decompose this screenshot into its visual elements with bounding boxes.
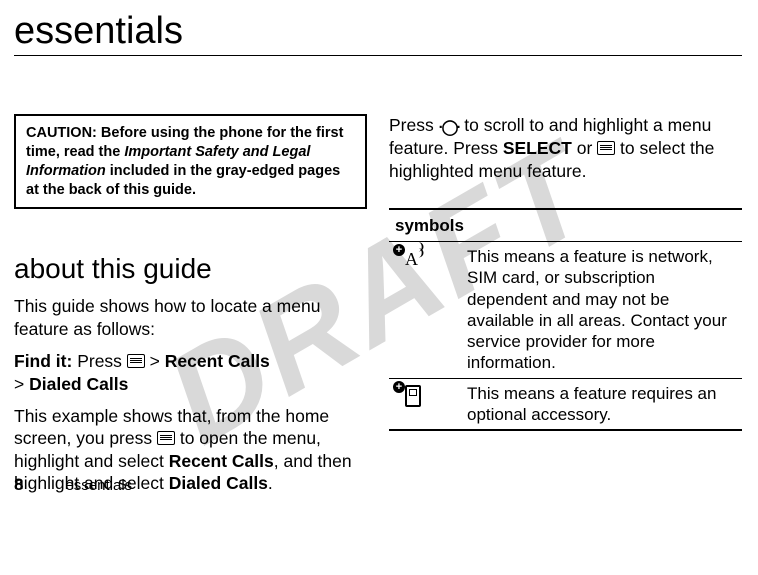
optional-accessory-icon: + [395,383,425,407]
symbols-header-row: symbols [389,209,742,242]
find-it-line: Find it: Press > Recent Calls> Dialed Ca… [14,350,367,395]
find-it-press: Press [77,351,127,371]
accessory-icon-cell: + [389,378,461,430]
find-it-gt2: > [14,374,29,394]
network-desc: This means a feature is network, SIM car… [461,242,742,379]
symbols-header: symbols [389,209,742,242]
left-column: CAUTION: Before using the phone for the … [14,114,367,505]
page-number: 8 [14,475,23,494]
footer-label: essentials [65,477,132,494]
select-key-label: SELECT [503,138,572,158]
right-column: Press ·◯· to scroll to and highlight a m… [389,114,742,505]
page-heading: essentials [14,10,758,53]
network-dependent-icon: + A ❩❩ [395,246,425,270]
example-dialed: Dialed Calls [169,473,268,493]
right-t1: Press [389,115,439,135]
menu-key-icon [597,141,615,155]
accessory-desc: This means a feature requires an optiona… [461,378,742,430]
network-icon-cell: + A ❩❩ [389,242,461,379]
find-it-dialed: Dialed Calls [29,374,128,394]
caution-label: CAUTION: [26,125,101,141]
right-t3: or [572,138,597,158]
symbols-row-accessory: + This means a feature requires an optio… [389,378,742,430]
find-it-label: Find it: [14,351,77,371]
menu-key-icon [127,354,145,368]
footer: 8 essentials [14,475,132,495]
nav-key-icon: ·◯· [439,118,460,137]
find-it-recent: Recent Calls [165,351,270,371]
intro-text: This guide shows how to locate a menu fe… [14,295,367,340]
example-t4: . [268,473,273,493]
symbols-table: symbols + A ❩❩ This means a feature is n… [389,208,742,431]
section-heading: about this guide [14,253,367,285]
symbols-row-network: + A ❩❩ This means a feature is network, … [389,242,742,379]
menu-key-icon [157,431,175,445]
right-intro: Press ·◯· to scroll to and highlight a m… [389,114,742,182]
find-it-gt1: > [145,351,165,371]
example-recent: Recent Calls [169,451,274,471]
caution-box: CAUTION: Before using the phone for the … [14,114,367,209]
